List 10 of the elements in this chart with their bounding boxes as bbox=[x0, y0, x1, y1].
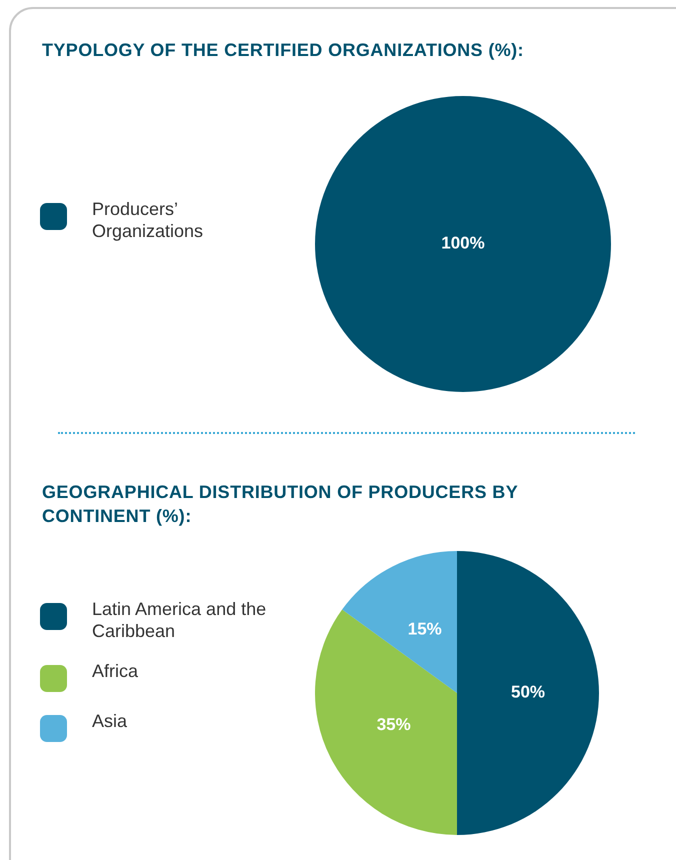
data-label: 35% bbox=[376, 714, 411, 734]
data-label: 100% bbox=[441, 234, 485, 253]
chart-title: TYPOLOGY OF THE CERTIFIED ORGANIZATIONS (%): bbox=[42, 39, 525, 62]
legend-label: Producers’ Organizations bbox=[92, 198, 204, 242]
legend-label: Latin America and the Caribbean bbox=[92, 598, 268, 642]
chart-title: GEOGRAPHICAL DISTRIBUTION OF PRODUCERS BY CONTINENT (%): bbox=[42, 481, 519, 528]
data-label: 15% bbox=[408, 619, 442, 638]
legend-label: Africa bbox=[92, 660, 140, 682]
data-label: 50% bbox=[510, 682, 546, 702]
legend-label: Asia bbox=[92, 710, 128, 732]
